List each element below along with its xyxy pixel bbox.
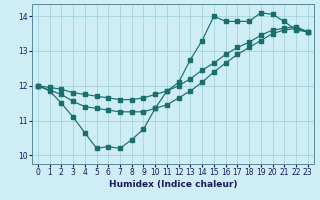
X-axis label: Humidex (Indice chaleur): Humidex (Indice chaleur) [108,180,237,189]
